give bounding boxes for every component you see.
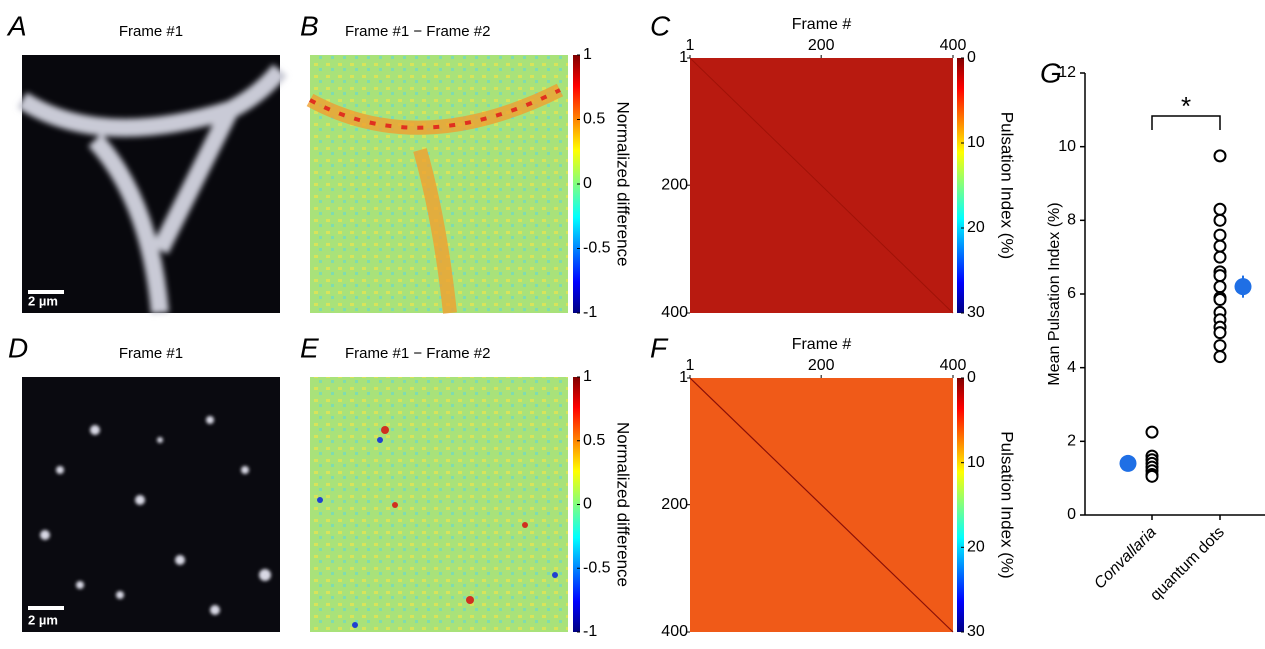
x-tick-label: 1 [686,37,695,54]
mean-point [1119,454,1137,472]
colorbar-tick-label: 10 [967,134,985,151]
x-tick-label: 200 [808,37,835,54]
colorbar-tick-label: 20 [967,539,985,556]
data-point [1213,339,1227,353]
colorbar-tick-label: 30 [967,623,985,640]
colorbar-tick-label: 20 [967,219,985,236]
colorbar-tick-label: 0.5 [583,111,605,128]
colorbar-tick-label: 30 [967,304,985,321]
y-tick-label: 12 [1058,64,1076,81]
data-point [1145,425,1159,439]
x-tick-label: 400 [940,357,967,374]
data-point [1213,280,1227,294]
colorbar-tick-label: -1 [583,623,597,640]
y-tick-label: 2 [1067,433,1076,450]
panel-letter: C [650,10,671,41]
panel-letter: F [650,332,669,363]
x-tick-label: 1 [686,357,695,374]
data-point [1213,239,1227,253]
data-point [1213,326,1227,340]
data-point [1213,350,1227,364]
data-point [1213,269,1227,283]
colorbar-tick-label: 1 [583,368,592,385]
x-axis-label: Frame # [792,336,852,353]
panel-title: Frame #1 [119,345,183,362]
similarity-matrix [689,57,954,633]
y-tick-label: 200 [661,496,688,513]
y-tick-label: 0 [1067,506,1076,523]
data-point [1145,469,1159,483]
colorbar-tick-label: -0.5 [583,240,611,257]
colorbar-label: Pulsation Index (%) [998,112,1017,259]
y-tick-label: 400 [661,623,688,640]
x-tick-label: 400 [940,37,967,54]
colorbar-tick-label: 10 [967,454,985,471]
y-tick-label: 8 [1067,212,1076,229]
panel-letter: G [1040,57,1062,88]
data-point [1213,213,1227,227]
data-point [1213,293,1227,307]
scale-bar-label: 2 µm [28,293,58,308]
x-tick-label: 200 [808,357,835,374]
y-tick-label: 1 [679,369,688,386]
colorbars [573,55,964,632]
panel-title: Frame #1 − Frame #2 [345,23,490,40]
panel-title: Frame #1 − Frame #2 [345,345,490,362]
colorbar-tick-label: 0 [967,369,976,386]
data-point [1213,202,1227,216]
colorbar-tick-label: 1 [583,46,592,63]
difference-map [306,55,568,632]
y-axis-label: Mean Pulsation Index (%) [1046,202,1063,385]
dots-image [22,377,280,632]
panel-letter: D [8,332,28,363]
panel-letter: E [300,332,319,363]
data-point [1213,149,1227,163]
dot-plot-axes [1084,73,1265,516]
y-tick-label: 4 [1067,359,1076,376]
y-tick-label: 200 [661,176,688,193]
panel-letter: B [300,10,319,41]
x-tick-label: Convallaria [1091,524,1160,593]
colorbar-label: Normalized difference [614,101,633,266]
data-point [1213,250,1227,264]
colorbar-tick-label: 0 [583,496,592,513]
data-point [1213,228,1227,242]
y-tick-label: 6 [1067,285,1076,302]
vessel-image [17,55,288,314]
colorbar-tick-label: -0.5 [583,559,611,576]
x-axis-label: Frame # [792,16,852,33]
y-tick-label: 1 [679,49,688,66]
y-tick-label: 10 [1058,138,1076,155]
panel-title: Frame #1 [119,23,183,40]
y-tick-label: 400 [661,304,688,321]
colorbar-tick-label: 0 [583,175,592,192]
scale-bar-label: 2 µm [28,612,58,627]
mean-point [1234,278,1252,296]
colorbar-label: Normalized difference [614,422,633,587]
colorbar-tick-label: -1 [583,304,597,321]
panel-letter: A [6,10,27,41]
colorbar-label: Pulsation Index (%) [998,431,1017,578]
significance-star: * [1181,91,1191,121]
colorbar-tick-label: 0.5 [583,432,605,449]
colorbar-tick-label: 0 [967,49,976,66]
